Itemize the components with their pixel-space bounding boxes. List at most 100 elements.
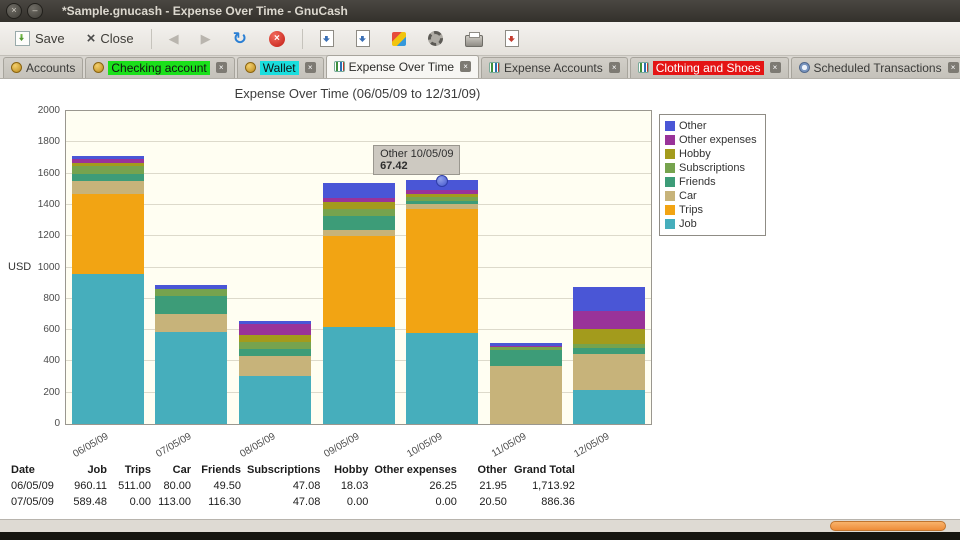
legend-label: Trips	[679, 204, 703, 216]
window-minimize-button[interactable]: –	[27, 3, 43, 19]
window-bottom-edge	[0, 532, 960, 540]
tab-close-icon[interactable]: ×	[305, 62, 316, 73]
legend-swatch	[665, 177, 675, 187]
table-cell: 511.00	[110, 478, 154, 494]
bar-segment-car	[155, 314, 227, 332]
reload-icon: ↻	[233, 30, 247, 47]
bar-segment-friends	[155, 296, 227, 314]
bar-segment-subscriptions	[573, 344, 645, 348]
legend-label: Subscriptions	[679, 162, 745, 174]
legend-label: Hobby	[679, 148, 711, 160]
register-icon	[245, 62, 256, 73]
table-cell: 26.25	[371, 478, 460, 494]
y-tick-label: 400	[24, 355, 60, 366]
gridline	[66, 141, 651, 142]
tab-close-icon[interactable]: ×	[216, 62, 227, 73]
table-cell: 589.48	[60, 494, 110, 510]
stop-button[interactable]: ×	[262, 28, 292, 50]
back-button[interactable]: ◀	[162, 28, 186, 50]
bar-segment-car	[573, 354, 645, 390]
y-tick-label: 1600	[24, 168, 60, 179]
tab-close-icon[interactable]: ×	[948, 62, 959, 73]
bar-segment-other-expenses	[406, 190, 478, 194]
forward-button[interactable]: ▶	[194, 28, 218, 50]
tab-bar: AccountsChecking account×Wallet×Expense …	[0, 56, 960, 79]
bar-segment-car	[323, 230, 395, 236]
tab-expense-accounts[interactable]: Expense Accounts×	[481, 57, 628, 78]
legend-swatch	[665, 121, 675, 131]
close-button[interactable]: × Close	[80, 28, 141, 49]
expense-table: DateJobTripsCarFriendsSubscriptionsHobby…	[8, 462, 578, 510]
chart-legend: OtherOther expensesHobbySubscriptionsFri…	[659, 114, 766, 236]
tab-wallet[interactable]: Wallet ×	[237, 57, 324, 78]
close-label: Close	[100, 31, 133, 46]
chart-tooltip: Other 10/05/09 67.42	[373, 145, 460, 175]
settings-button[interactable]	[421, 28, 450, 49]
legend-swatch	[665, 219, 675, 229]
y-tick-label: 1200	[24, 230, 60, 241]
tab-clothing-and-shoes[interactable]: Clothing and Shoes×	[630, 57, 789, 78]
bar-segment-other	[72, 156, 144, 159]
legend-label: Car	[679, 190, 697, 202]
table-cell: 20.50	[460, 494, 510, 510]
save-report-button[interactable]	[349, 27, 377, 50]
legend-item: Car	[665, 189, 757, 203]
table-cell: 49.50	[194, 478, 244, 494]
options-button[interactable]	[385, 29, 413, 49]
legend-item: Other expenses	[665, 133, 757, 147]
title-bar: × – *Sample.gnucash - Expense Over Time …	[0, 0, 960, 22]
table-cell: 1,713.92	[510, 478, 578, 494]
legend-item: Job	[665, 217, 757, 231]
bar-segment-hobby	[239, 335, 311, 341]
legend-swatch	[665, 149, 675, 159]
y-tick-label: 0	[24, 418, 60, 429]
export-button[interactable]	[313, 27, 341, 50]
tab-close-icon[interactable]: ×	[460, 61, 471, 72]
tab-accounts[interactable]: Accounts	[3, 57, 83, 78]
table-header: Car	[154, 462, 194, 478]
bar-segment-other	[490, 343, 562, 346]
table-row: 07/05/09589.480.00113.00116.3047.080.000…	[8, 494, 578, 510]
plot-area	[65, 110, 652, 425]
tab-scheduled-transactions[interactable]: Scheduled Transactions×	[791, 57, 960, 78]
tooltip-label: Other 10/05/09	[380, 148, 453, 160]
bar-segment-hobby	[406, 194, 478, 197]
bar-segment-other-expenses	[323, 198, 395, 203]
close-icon: ×	[87, 32, 96, 46]
toolbar-separator	[151, 29, 152, 49]
print-button[interactable]	[458, 28, 490, 50]
legend-swatch	[665, 135, 675, 145]
bar-segment-subscriptions	[155, 289, 227, 296]
table-cell: 06/05/09	[8, 478, 60, 494]
table-cell: 116.30	[194, 494, 244, 510]
tab-close-icon[interactable]: ×	[609, 62, 620, 73]
bar-segment-hobby	[573, 329, 645, 345]
bar-segment-trips	[72, 194, 144, 274]
table-row: 06/05/09960.11511.0080.0049.5047.0818.03…	[8, 478, 578, 494]
register-icon	[93, 62, 104, 73]
tab-checking-account[interactable]: Checking account×	[85, 57, 234, 78]
tab-label: Accounts	[26, 61, 75, 75]
export-icon	[320, 30, 334, 47]
bar-segment-other-expenses	[72, 159, 144, 163]
legend-item: Hobby	[665, 147, 757, 161]
legend-label: Other expenses	[679, 134, 757, 146]
scrollbar-thumb[interactable]	[830, 521, 946, 531]
save-button[interactable]: Save	[8, 28, 72, 49]
bar-segment-car	[239, 356, 311, 376]
window-close-button[interactable]: ×	[6, 3, 22, 19]
horizontal-scrollbar[interactable]	[0, 519, 960, 532]
bar-segment-job	[323, 327, 395, 424]
table-cell: 0.00	[371, 494, 460, 510]
reload-button[interactable]: ↻	[226, 27, 254, 50]
bar-segment-car	[72, 181, 144, 194]
tab-close-icon[interactable]: ×	[770, 62, 781, 73]
legend-item: Subscriptions	[665, 161, 757, 175]
table-cell: 0.00	[323, 494, 371, 510]
tab-label: Wallet	[260, 61, 299, 75]
bar-segment-subscriptions	[406, 197, 478, 201]
tab-expense-over-time[interactable]: Expense Over Time×	[326, 55, 479, 78]
y-tick-label: 600	[24, 324, 60, 335]
export-pdf-button[interactable]	[498, 27, 526, 50]
bar-segment-friends	[406, 201, 478, 204]
